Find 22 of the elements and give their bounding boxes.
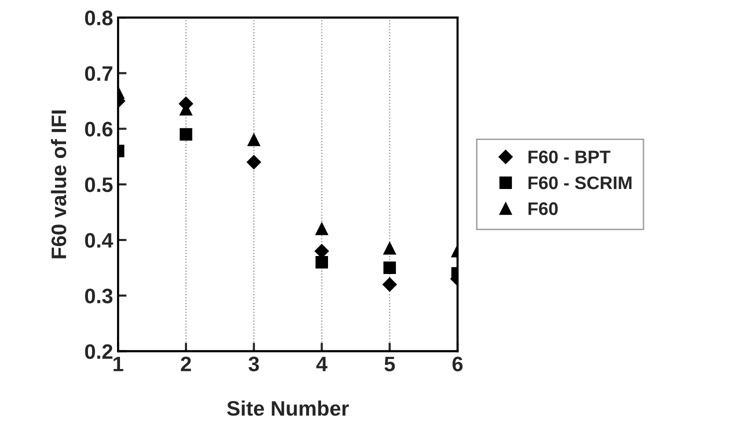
point [316, 222, 328, 236]
y-tick-label: 0.2 [85, 344, 112, 359]
x-tick-label: 5 [384, 356, 395, 372]
y-tick-label: 0.4 [85, 232, 114, 248]
x-tick-label: 3 [248, 356, 259, 372]
point [248, 134, 260, 146]
y-tick-label: 0.7 [85, 66, 112, 81]
y-tick-label: 0.3 [85, 288, 112, 304]
point [246, 155, 261, 170]
legend-label: F60 - BPT [528, 150, 610, 164]
x-axis-title: Site Number [227, 400, 349, 416]
x-tick-label: 2 [180, 356, 191, 372]
y-axis-title: F60 value of IFI [50, 110, 66, 258]
x-tick-label: 1 [114, 356, 124, 372]
x-tick-label: 4 [316, 356, 328, 372]
x-tick-label: 6 [452, 356, 463, 372]
legend-label: F60 - SCRIM [528, 176, 632, 190]
legend-label: F60 [528, 202, 558, 216]
y-tick-label: 0.8 [85, 10, 113, 26]
y-tick-label: 0.6 [85, 122, 112, 137]
point [316, 256, 328, 268]
y-tick-label: 0.5 [85, 177, 113, 192]
